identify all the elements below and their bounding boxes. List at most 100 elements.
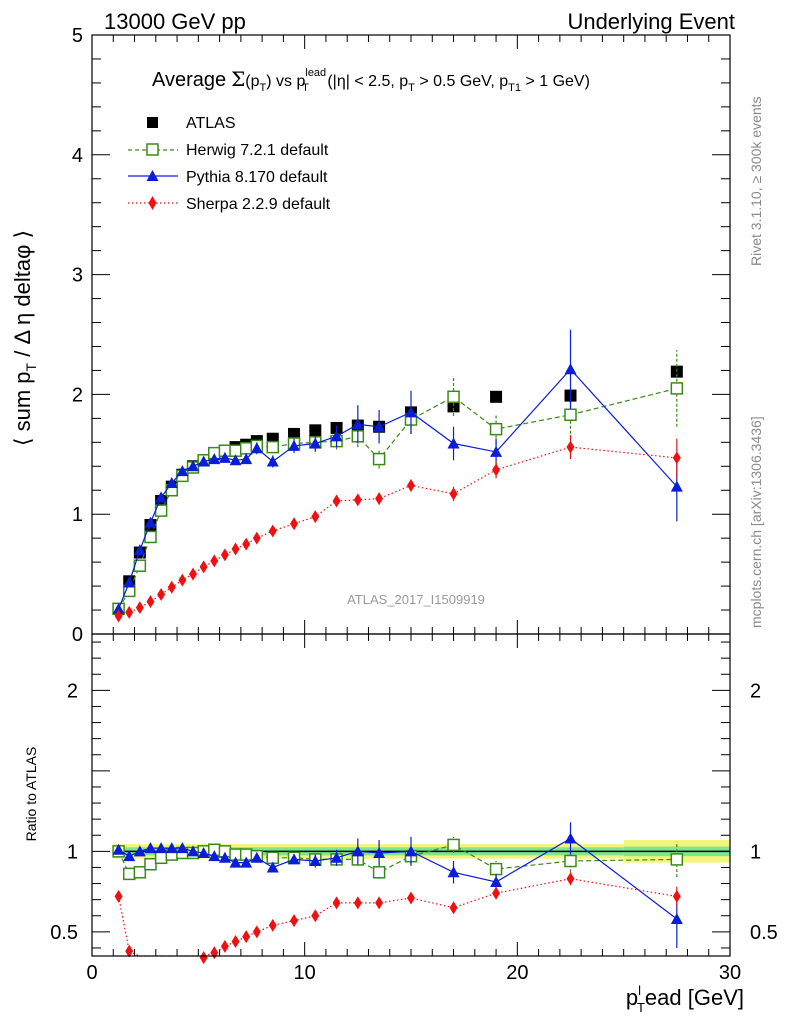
pythia-point bbox=[266, 455, 279, 467]
sherpa-point bbox=[135, 601, 144, 615]
sherpa-ratio-point bbox=[672, 889, 681, 903]
pythia-ratio-point bbox=[405, 845, 417, 857]
pythia-ratio-point bbox=[112, 843, 125, 855]
pythia-ratio-point bbox=[490, 875, 503, 887]
sherpa-ratio-point bbox=[231, 935, 240, 949]
pythia-point bbox=[564, 363, 577, 375]
legend-item-pythia: Pythia 8.170 default bbox=[128, 169, 328, 186]
herwig-ratio-point bbox=[133, 866, 147, 879]
pythia-ratio-point bbox=[123, 850, 136, 862]
legend-marker-herwig bbox=[146, 143, 159, 156]
pythia-point bbox=[197, 455, 210, 467]
herwig-point bbox=[239, 442, 253, 455]
sherpa-ratio-point bbox=[449, 901, 458, 915]
sherpa-point bbox=[231, 542, 240, 556]
ratio-ticks: 0 10 20 30 0.5 0.5 1 1 2 2 bbox=[50, 634, 778, 984]
main-y-tick-label: 2 bbox=[72, 384, 83, 406]
atlas-point bbox=[309, 424, 322, 437]
pythia-point bbox=[288, 439, 301, 451]
legend-item-sherpa: Sherpa 2.2.9 default bbox=[128, 196, 331, 213]
sherpa-point bbox=[332, 494, 341, 508]
ratio-y-tick-label-right: 2 bbox=[750, 680, 761, 702]
herwig-line bbox=[118, 387, 677, 610]
sherpa-point bbox=[407, 478, 415, 492]
legend-label-herwig: Herwig 7.2.1 default bbox=[186, 142, 329, 159]
sherpa-ratio-point bbox=[242, 930, 251, 944]
sherpa-point bbox=[220, 548, 229, 562]
pythia-ratio-point bbox=[218, 851, 231, 863]
sherpa-point bbox=[114, 609, 123, 623]
ratio-y-tick-label: 1 bbox=[67, 841, 78, 863]
sherpa-point bbox=[146, 595, 155, 609]
sherpa-ratio-point bbox=[407, 891, 415, 905]
herwig-point bbox=[489, 422, 503, 436]
pythia-point bbox=[112, 602, 125, 614]
sherpa-ratio-point bbox=[199, 951, 208, 965]
legend-label-atlas: ATLAS bbox=[186, 115, 236, 132]
legend-item-herwig: Herwig 7.2.1 default bbox=[128, 142, 329, 159]
pythia-ratio-point bbox=[373, 846, 386, 858]
pythia-point bbox=[373, 420, 386, 432]
sherpa-ratio-point bbox=[114, 889, 123, 903]
pythia-point bbox=[144, 516, 157, 528]
pythia-point bbox=[351, 418, 364, 430]
sherpa-point bbox=[242, 537, 251, 551]
sherpa-point bbox=[290, 517, 299, 531]
sherpa-point bbox=[210, 554, 219, 568]
pythia-point bbox=[250, 442, 263, 454]
sherpa-ratio-point bbox=[210, 946, 219, 960]
mcplots-label: mcplots.cern.ch [arXiv:1306.3436] bbox=[748, 416, 764, 628]
pythia-ratio-point bbox=[165, 842, 178, 854]
pythia-ratio-point bbox=[309, 855, 322, 867]
sherpa-ratio-line bbox=[117, 878, 677, 957]
main-y-tick-label: 1 bbox=[72, 504, 83, 526]
pythia-ratio-point bbox=[197, 846, 210, 858]
pythia-point bbox=[133, 544, 146, 556]
herwig-point bbox=[670, 382, 684, 395]
sherpa-ratio-point bbox=[268, 918, 277, 932]
sherpa-point bbox=[157, 587, 166, 601]
pythia-ratio-point bbox=[155, 842, 168, 854]
herwig-ratio-point bbox=[144, 857, 157, 871]
sherpa-point bbox=[199, 560, 208, 574]
herwig-ratio-point bbox=[670, 853, 684, 866]
sherpa-point bbox=[268, 524, 277, 538]
sherpa-ratio-point bbox=[252, 925, 261, 939]
atlas-point bbox=[288, 427, 301, 440]
ratio-series bbox=[112, 822, 684, 965]
herwig-ratio-point bbox=[122, 867, 136, 881]
main-y-tick-label: 4 bbox=[72, 145, 83, 167]
pythia-ratio-point bbox=[229, 856, 242, 868]
legend-marker-sherpa bbox=[148, 196, 157, 210]
pythia-ratio-point bbox=[208, 850, 221, 862]
rivet-label: Rivet 3.1.10, ≥ 300k events bbox=[748, 96, 764, 266]
pythia-ratio-point bbox=[187, 845, 200, 857]
ratio-y-tick-label-right: 1 bbox=[750, 841, 761, 863]
sherpa-point bbox=[375, 492, 384, 506]
pythia-ratio-point bbox=[564, 832, 577, 844]
sherpa-ratio-point bbox=[332, 896, 341, 910]
atlas-point bbox=[490, 390, 503, 403]
legend-item-atlas: ATLAS bbox=[147, 115, 236, 132]
pythia-ratio-point bbox=[240, 856, 253, 868]
pythia-point bbox=[165, 477, 178, 489]
sherpa-ratio-point bbox=[375, 896, 384, 910]
pythia-ratio-point bbox=[266, 861, 279, 873]
pythia-point bbox=[447, 437, 460, 449]
pythia-ratio-point bbox=[670, 912, 683, 924]
pythia-point bbox=[240, 453, 253, 465]
herwig-ratio-point bbox=[154, 851, 168, 865]
pythia-point bbox=[218, 451, 231, 463]
pythia-ratio-point bbox=[447, 866, 460, 878]
pythia-point bbox=[208, 453, 221, 465]
pythia-point bbox=[187, 460, 200, 472]
sherpa-ratio-point bbox=[311, 909, 320, 923]
ratio-y-tick-label: 0.5 bbox=[50, 922, 78, 944]
x-tick-label: 10 bbox=[294, 962, 316, 984]
pythia-point bbox=[330, 430, 343, 442]
pythia-ratio-point bbox=[133, 845, 146, 857]
pythia-ratio-point bbox=[144, 842, 157, 854]
legend-label-sherpa: Sherpa 2.2.9 default bbox=[186, 196, 331, 213]
herwig-ratio-point bbox=[372, 866, 386, 879]
herwig-point bbox=[266, 440, 280, 454]
